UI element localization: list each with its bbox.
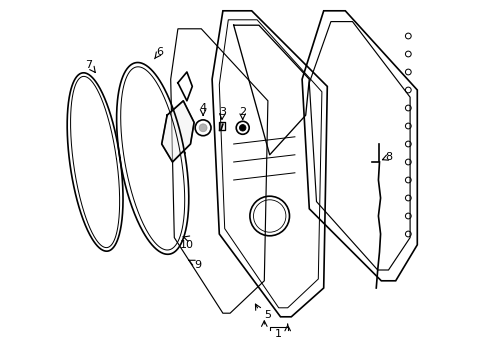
Circle shape bbox=[239, 125, 245, 131]
Text: 7: 7 bbox=[85, 60, 92, 70]
Text: 5: 5 bbox=[264, 310, 271, 320]
Polygon shape bbox=[162, 101, 194, 162]
Text: 3: 3 bbox=[219, 107, 226, 117]
Text: 1: 1 bbox=[275, 329, 282, 339]
Text: 9: 9 bbox=[194, 260, 201, 270]
Text: 8: 8 bbox=[384, 152, 391, 162]
Text: 2: 2 bbox=[239, 107, 246, 117]
Text: 10: 10 bbox=[180, 240, 194, 250]
Text: 6: 6 bbox=[156, 47, 163, 57]
Circle shape bbox=[199, 124, 206, 132]
Text: 4: 4 bbox=[199, 103, 206, 113]
